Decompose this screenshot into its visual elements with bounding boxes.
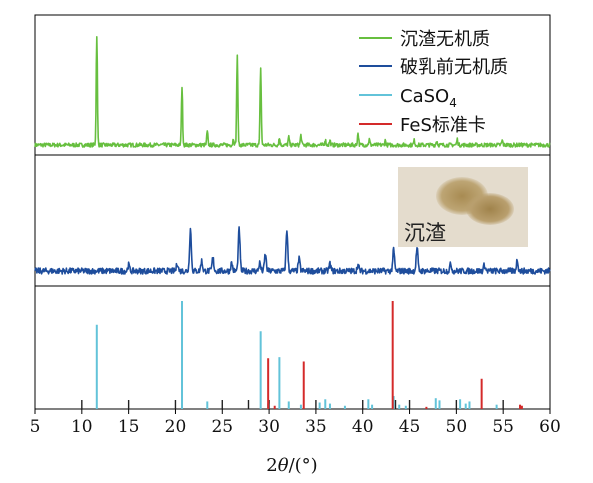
x-tick-label: 10 [71,417,93,437]
x-tick-label: 60 [539,417,561,437]
x-tick-label: 35 [305,417,327,437]
legend-label-3: CaSO4 [400,86,457,110]
x-tick-label: 50 [446,417,468,437]
sediment-blob-2 [466,193,514,225]
x-tick-label: 55 [492,417,514,437]
legend: 沉渣无机质 破乳前无机质 CaSO4 FeS标准卡 [359,29,508,136]
x-tick-label: 45 [399,417,421,437]
x-tick-label: 5 [30,417,41,437]
sediment-photo-inset: 沉渣 [398,167,528,247]
x-tick-label: 20 [165,417,187,437]
pattern-traces [34,36,551,275]
x-axis-ticks: 5 10 15 20 25 30 35 40 45 50 55 60 [30,409,561,437]
x-tick-label: 25 [211,417,233,437]
x-tick-label: 40 [352,417,374,437]
series-line-middle [34,226,551,275]
plot-frame [34,14,551,410]
x-tick-label: 15 [118,417,140,437]
reference-sticks [81,301,523,409]
legend-label-1: 沉渣无机质 [400,29,490,50]
x-tick-label: 30 [258,417,280,437]
inset-label: 沉渣 [404,221,446,245]
legend-label-4: FeS标准卡 [400,115,486,136]
x-axis-label: 2θ/(°) [266,455,317,476]
legend-label-2: 破乳前无机质 [400,57,508,78]
series-line-top [34,36,551,148]
